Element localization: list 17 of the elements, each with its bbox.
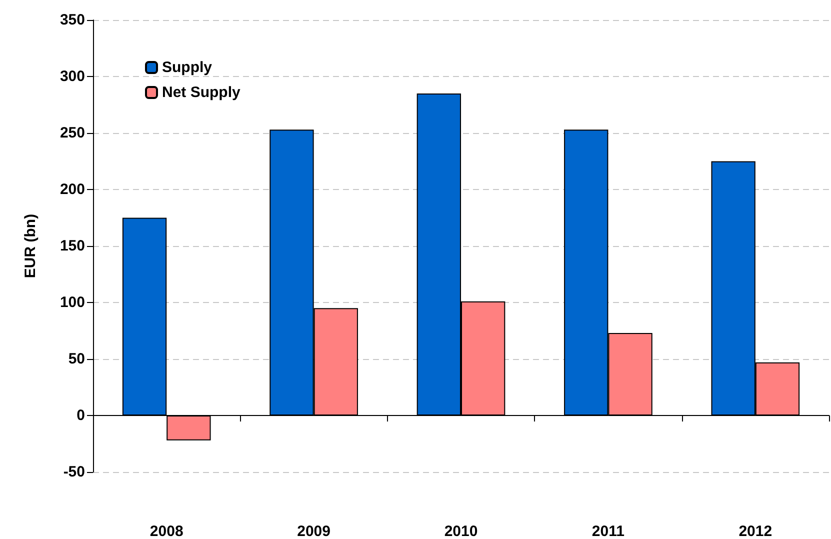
y-tick-label: -50 — [63, 464, 85, 480]
y-tick-label: 100 — [60, 294, 85, 311]
x-tick-label: 2010 — [444, 523, 478, 539]
x-tick-label: 2008 — [150, 523, 184, 539]
y-tick-label: 350 — [60, 12, 85, 28]
legend-label: Net Supply — [162, 84, 241, 101]
y-tick-label: 250 — [60, 124, 85, 142]
x-tick-label: 2009 — [297, 523, 330, 539]
y-tick-label: 50 — [68, 350, 85, 368]
x-tick-label: 2012 — [738, 523, 772, 539]
y-tick-label: 200 — [60, 181, 85, 198]
y-tick-label: 0 — [76, 407, 85, 424]
x-tick-label: 2011 — [592, 523, 624, 539]
y-axis-title: EUR (bn) — [22, 214, 39, 278]
y-tick-label: 300 — [60, 68, 85, 85]
y-tick-label: 150 — [60, 238, 85, 254]
legend-label: Supply — [162, 59, 213, 76]
